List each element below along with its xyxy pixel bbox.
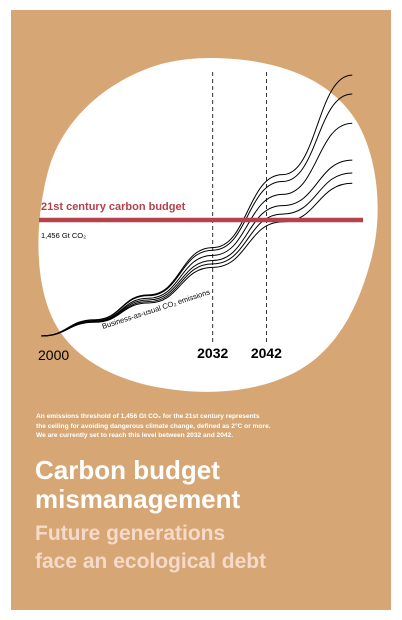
series-line [40,93,353,337]
poster: 21st century carbon budget 1,456 Gt CO₂ … [11,10,391,610]
subtitle-line: face an ecological debt [35,550,267,573]
chart-background-blob [38,58,378,392]
caption-line: An emissions threshold of 1,456 Gt CO₂ f… [36,413,260,420]
poster-subtitle: Future generations face an ecological de… [35,520,380,576]
caption: An emissions threshold of 1,456 Gt CO₂ f… [36,412,376,441]
title-line: mismanagement [35,484,241,514]
marker-label-2042: 2042 [251,345,282,361]
poster-title: Carbon budget mismanagement [35,456,380,514]
caption-line: the ceiling for avoiding dangerous clima… [36,422,271,430]
x-start-label: 2000 [38,347,69,363]
subtitle-line: Future generations [35,522,226,545]
title-line: Carbon budget [35,455,220,485]
marker-label-2032: 2032 [197,345,228,361]
chart: 21st century carbon budget 1,456 Gt CO₂ … [38,58,378,392]
budget-value-label: 1,456 Gt CO₂ [41,231,86,240]
budget-label: 21st century carbon budget [41,201,186,213]
caption-line: We are currently set to reach this level… [36,432,234,439]
